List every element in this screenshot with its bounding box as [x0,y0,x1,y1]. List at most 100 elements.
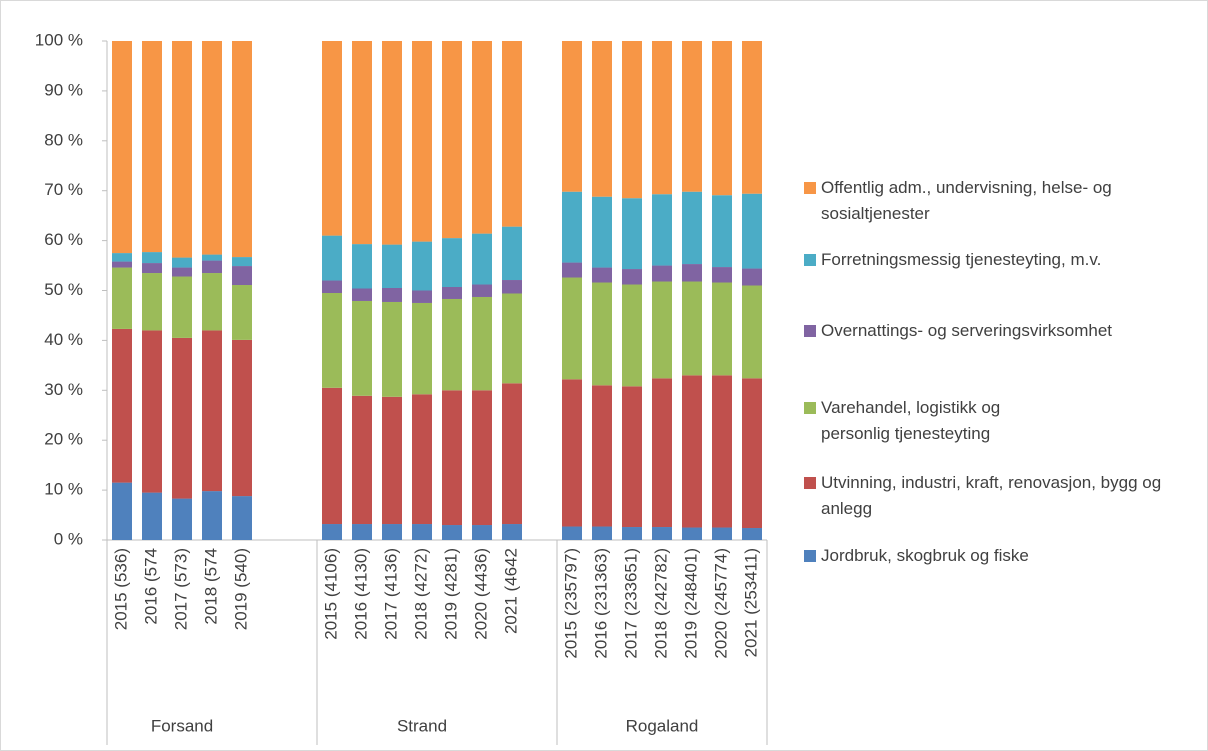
x-tick-label: 2017 (233651) [621,548,640,659]
bar-segment [112,267,132,329]
bar-segment [592,196,612,268]
bar-segment [322,524,342,540]
legend-item: Jordbruk, skogbruk og fiske [804,543,1199,569]
x-tick-label: 2015 (235797) [561,548,580,659]
bar-segment [412,241,432,291]
bar-segment [742,378,762,529]
bar-segment [592,41,612,197]
bar-segment [652,194,672,266]
bar-segment [352,244,372,289]
bar-segment [112,328,132,483]
bar-segment [622,198,642,270]
bar-segment [142,41,162,253]
bar-segment [172,257,192,268]
x-tick-label: 2021 (4642 [501,548,520,634]
bar-segment [682,264,702,282]
bar-segment [712,267,732,283]
legend-label: Offentlig adm., undervisning, helse- og … [821,178,1112,223]
bar-segment [712,195,732,268]
bar-segment [562,262,582,278]
legend-swatch [804,550,816,562]
bar-segment [442,287,462,299]
bar-segment [592,267,612,283]
bar-segment [322,280,342,293]
bar-segment [352,395,372,525]
bar-segment [202,254,222,261]
legend-item: Overnattings- og serveringsvirksomhet [804,318,1199,344]
bar-segment [442,390,462,526]
bar-segment [442,298,462,391]
bar-segment [442,525,462,540]
bar-segment [352,524,372,540]
bar-segment [562,526,582,540]
x-tick-label: 2015 (4106) [321,548,340,640]
bar-segment [562,277,582,380]
bar-segment [682,41,702,192]
legend-label: Varehandel, logistikk og personlig tjene… [821,398,1001,443]
bar-segment [622,284,642,387]
bar-segment [322,235,342,281]
legend-swatch [804,477,816,489]
legend-swatch [804,402,816,414]
bar-segment [502,226,522,281]
group-label: Strand [397,716,447,735]
bar-segment [652,378,672,528]
legend-swatch [804,182,816,194]
bar-segment [562,379,582,527]
y-tick-label: 20 % [44,430,83,449]
legend-item: Utvinning, industri, kraft, renovasjon, … [804,470,1199,522]
bar-segment [382,524,402,540]
y-tick-label: 50 % [44,280,83,299]
y-tick-label: 80 % [44,130,83,149]
y-tick-label: 30 % [44,380,83,399]
bar-segment [322,387,342,525]
bar-segment [712,527,732,540]
legend-label: Jordbruk, skogbruk og fiske [821,546,1029,565]
bar-segment [412,302,432,395]
x-tick-label: 2020 (4436) [471,548,490,640]
x-tick-label: 2020 (245774) [711,548,730,659]
x-tick-label: 2015 (536) [111,548,130,630]
bar-segment [652,281,672,379]
bar-segment [172,276,192,338]
bar-segment [682,375,702,528]
legend-label: Utvinning, industri, kraft, renovasjon, … [821,473,1162,518]
bar-segment [142,252,162,264]
bar-segment [742,193,762,269]
bar-segment [202,273,222,331]
bar-segment [142,492,162,540]
bar-segment [322,41,342,236]
y-tick-label: 40 % [44,330,83,349]
bar-segment [592,526,612,540]
bar-segment [232,257,252,267]
bar-segment [382,396,402,525]
bar-segment [142,273,162,331]
bar-segment [232,266,252,286]
bar-segment [682,281,702,376]
bar-segment [472,296,492,391]
bar-segment [202,41,222,255]
bar-segment [352,41,372,245]
bar-segment [412,524,432,540]
bar-segment [412,41,432,242]
bar-segment [712,282,732,376]
bar-segment [112,482,132,540]
x-tick-label: 2017 (4136) [381,548,400,640]
bar-segment [472,233,492,285]
legend-label: Overnattings- og serveringsvirksomhet [821,321,1113,340]
bar-segment [562,191,582,263]
bar-segment [232,41,252,258]
bar-segment [622,41,642,199]
x-tick-label: 2017 (573) [171,548,190,630]
x-tick-label: 2018 (574 [201,548,220,625]
bar-segment [172,498,192,540]
bar-segment [592,282,612,386]
x-tick-label: 2019 (540) [231,548,250,630]
x-tick-label: 2019 (4281) [441,548,460,640]
bar-segment [502,280,522,294]
y-tick-label: 10 % [44,480,83,499]
bar-segment [472,41,492,234]
bar-segment [382,301,402,397]
